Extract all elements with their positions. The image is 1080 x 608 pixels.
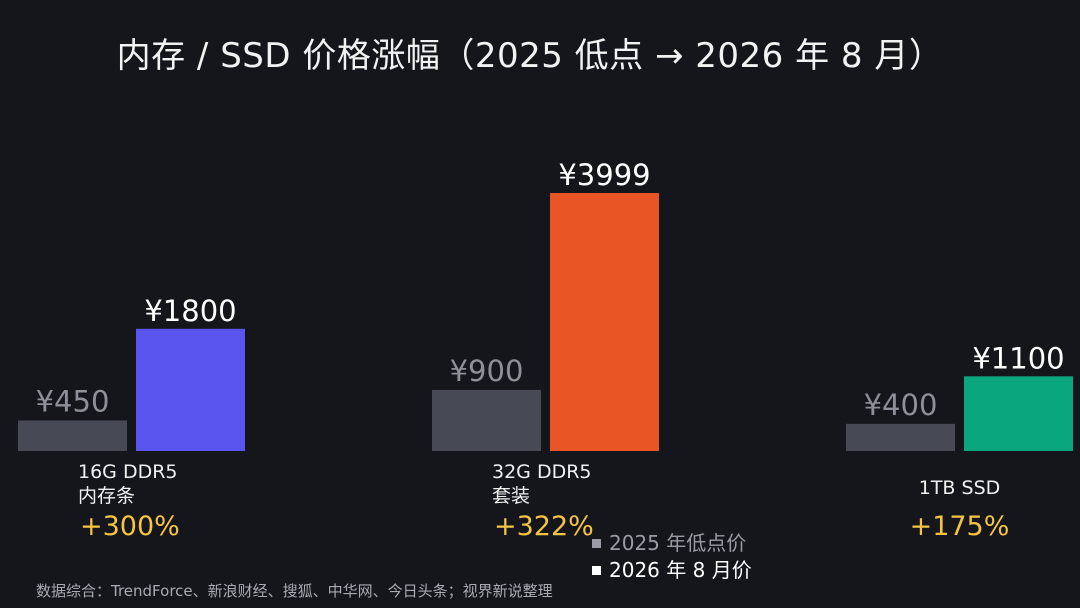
bar-low-2 [846, 423, 955, 451]
category-label-2-0: 1TB SSD [919, 477, 1001, 499]
category-label-0-1: 内存条 [78, 485, 135, 507]
value-label-low-2: ¥400 [864, 388, 938, 422]
bar-high-1 [550, 193, 659, 451]
value-label-low-0: ¥450 [36, 384, 110, 418]
value-label-high-0: ¥1800 [144, 294, 236, 328]
category-label-0-0: 16G DDR5 [78, 461, 178, 483]
legend-label-high: 2026 年 8 月价 [609, 558, 752, 582]
bar-low-1 [432, 389, 541, 451]
chart-title: 内存 / SSD 价格涨幅（2025 低点 → 2026 年 8 月） [116, 36, 944, 76]
growth-label-2: +175% [910, 511, 1010, 542]
legend-item-high: 2026 年 8 月价 [592, 557, 752, 584]
legend-item-low: 2025 年低点价 [592, 530, 752, 557]
legend-swatch-low [592, 539, 601, 548]
value-label-high-1: ¥3999 [558, 158, 650, 192]
category-label-1-1: 套装 [492, 485, 530, 507]
growth-label-0: +300% [80, 511, 180, 542]
value-label-low-1: ¥900 [450, 354, 524, 388]
growth-label-1: +322% [494, 511, 594, 542]
source-note: 数据综合：TrendForce、新浪财经、搜狐、中华网、今日头条；视界新说整理 [36, 582, 553, 600]
bar-low-0 [18, 420, 127, 451]
legend-swatch-high [592, 566, 601, 575]
bar-high-0 [136, 328, 245, 451]
bar-high-2 [964, 376, 1073, 451]
legend: 2025 年低点价 2026 年 8 月价 [592, 530, 752, 584]
category-label-1-0: 32G DDR5 [492, 461, 592, 483]
legend-label-low: 2025 年低点价 [609, 531, 747, 555]
value-label-high-2: ¥1100 [972, 341, 1064, 375]
